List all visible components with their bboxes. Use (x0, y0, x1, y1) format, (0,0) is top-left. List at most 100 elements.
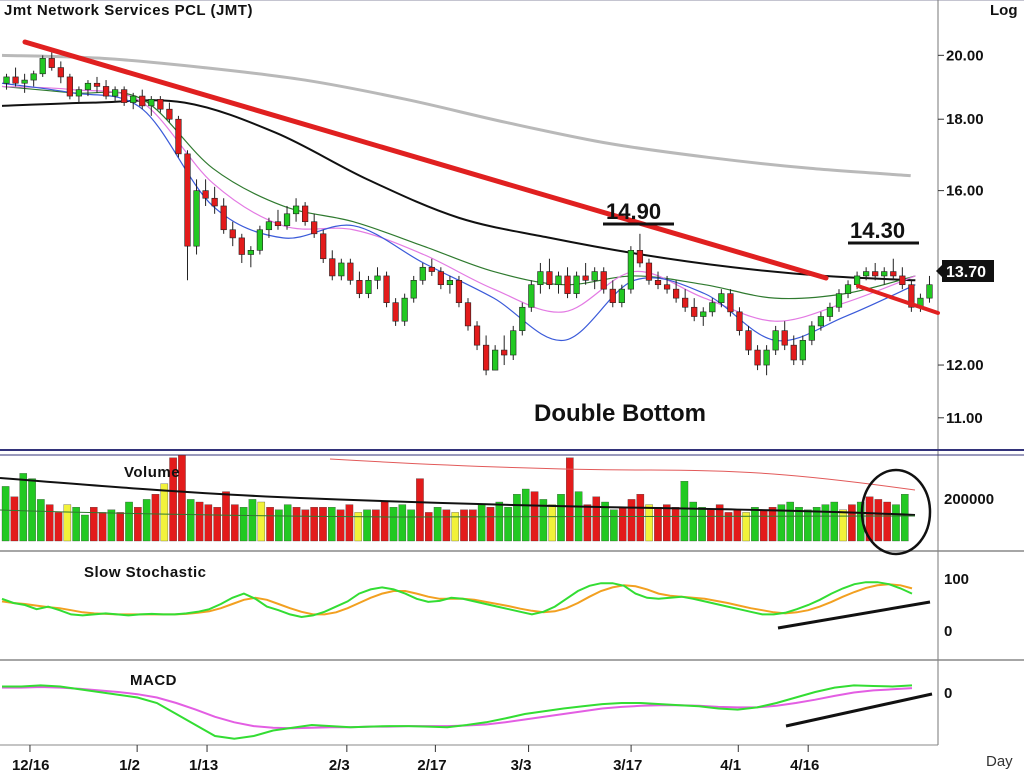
volume-bar (98, 512, 107, 542)
candle-body (754, 349, 761, 366)
candle-body (573, 275, 580, 294)
x-tick-label: 2/3 (329, 757, 350, 774)
trendline-breakout (856, 284, 940, 315)
volume-bar (160, 483, 169, 542)
candle-body (229, 229, 236, 239)
candle-body (455, 280, 463, 303)
candle-body (193, 190, 200, 247)
candle-body (401, 297, 408, 322)
volume-bar (345, 504, 354, 542)
x-grid (29, 745, 809, 752)
volume-bar (592, 496, 601, 542)
volume-bar (266, 507, 274, 542)
candle-body (519, 306, 526, 331)
volume-bar (671, 507, 680, 542)
volume-bar (654, 507, 662, 542)
volume-bar (275, 509, 283, 542)
candle-body (39, 58, 46, 75)
volume-bar (63, 504, 72, 542)
volume-bar (689, 501, 697, 542)
candle-body (66, 76, 73, 97)
candle-body (220, 205, 227, 231)
candle-body (238, 237, 245, 255)
volume-bar (583, 504, 592, 542)
volume-bar (812, 507, 821, 542)
volume-bar (310, 507, 318, 542)
candle-body (673, 288, 680, 299)
candle-body (12, 76, 19, 84)
volume-bar (81, 514, 89, 542)
volume-bar (742, 512, 750, 542)
candle-body (645, 262, 653, 281)
price-tick-label: 18.00 (946, 111, 984, 128)
volume-bar (169, 457, 177, 542)
candle-body (682, 297, 689, 308)
volume-bar (424, 512, 433, 542)
candle-body (899, 275, 906, 286)
volume-bar (416, 478, 424, 542)
volume-bar (319, 507, 327, 542)
candle-body (727, 293, 734, 313)
stochastic-tick-100: 100 (944, 571, 969, 588)
volume-bar (1, 486, 10, 542)
volume-bar (865, 496, 874, 542)
candle-body (320, 233, 327, 260)
candle-body (537, 271, 544, 286)
candle-body (247, 250, 254, 255)
candle-body (157, 99, 164, 110)
stochastic-label: Slow Stochastic (84, 564, 207, 581)
volume-bar (707, 509, 715, 542)
volume-bar (257, 501, 266, 542)
candle-body (663, 284, 671, 290)
volume-bar (37, 499, 45, 542)
volume-label: Volume (124, 464, 180, 481)
volume-bar (539, 499, 548, 542)
candle-body (30, 73, 37, 81)
volume-bar (759, 509, 768, 542)
candle-body (75, 89, 83, 97)
candle-body (112, 89, 119, 97)
macd-label: MACD (130, 672, 177, 689)
resistance-1490: 14.90 (603, 199, 674, 226)
candle-body (718, 293, 725, 303)
candle-body (184, 153, 191, 247)
candle-body (311, 221, 318, 235)
stochastic-k-line (1, 581, 913, 619)
candle-body (546, 271, 553, 286)
price-tick-label: 11.00 (946, 410, 983, 427)
volume-bar (839, 509, 847, 542)
volume-bar (715, 504, 724, 542)
candle-body (464, 302, 472, 327)
volume-highlight-circle (860, 468, 932, 556)
candle-body (175, 118, 182, 155)
candle-body (609, 288, 616, 303)
ma-line-ma-200 (1, 53, 911, 178)
candle-body (265, 221, 273, 231)
volume-bar (354, 512, 363, 542)
candle-body (139, 95, 146, 107)
candle-body (853, 275, 861, 286)
candle-body (356, 280, 363, 294)
volume-bar (248, 499, 257, 542)
candle-body (555, 275, 562, 286)
volume-bar (636, 494, 645, 542)
volume-bar (768, 507, 777, 542)
trendlines (22, 39, 940, 315)
candle-body (627, 250, 634, 290)
volume-bar (821, 504, 830, 542)
scale-label: Log (990, 2, 1018, 19)
volume-bar (283, 504, 292, 542)
stochastic-divergence-line (777, 600, 931, 630)
x-tick-label: 12/16 (12, 757, 50, 774)
candle-body (374, 275, 381, 281)
volume-bar (328, 507, 336, 542)
candle-body (908, 284, 915, 308)
candlesticks (3, 52, 933, 376)
volume-bar (548, 504, 556, 542)
annotation-double-bottom: Double Bottom (534, 400, 706, 427)
volume-bar (125, 501, 133, 542)
last-price-label: 13.70 (946, 264, 986, 281)
candle-body (365, 280, 372, 294)
volume-bar (610, 509, 618, 542)
panel-frames (0, 0, 1024, 745)
